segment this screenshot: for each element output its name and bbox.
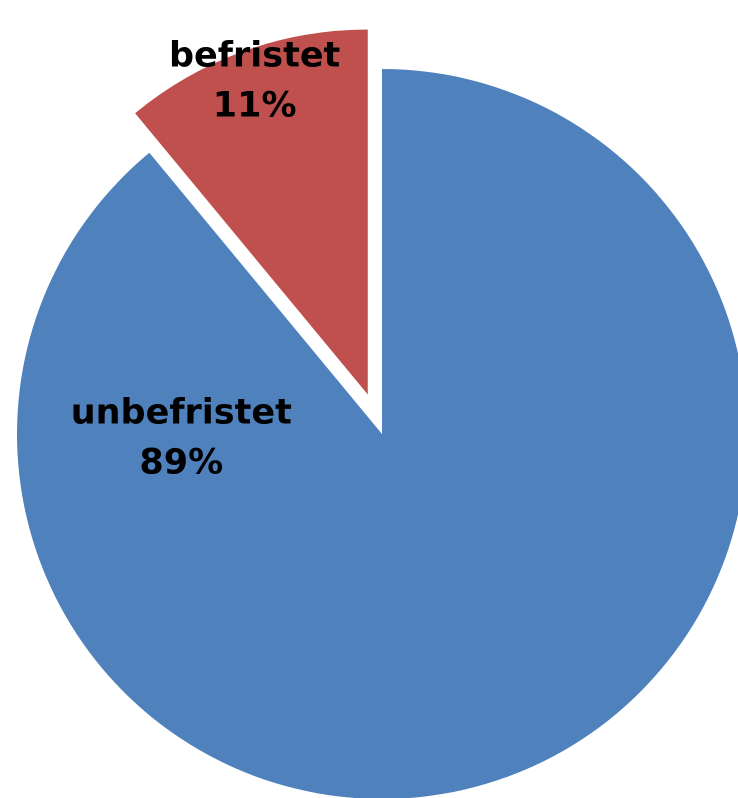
- slice-label: befristet: [169, 35, 340, 75]
- slice-value-label: 89%: [139, 442, 223, 482]
- pie-slice: [135, 29, 368, 395]
- pie-slice: [17, 69, 738, 798]
- slice-value-label: 11%: [213, 85, 297, 125]
- slice-label: unbefristet: [71, 392, 292, 432]
